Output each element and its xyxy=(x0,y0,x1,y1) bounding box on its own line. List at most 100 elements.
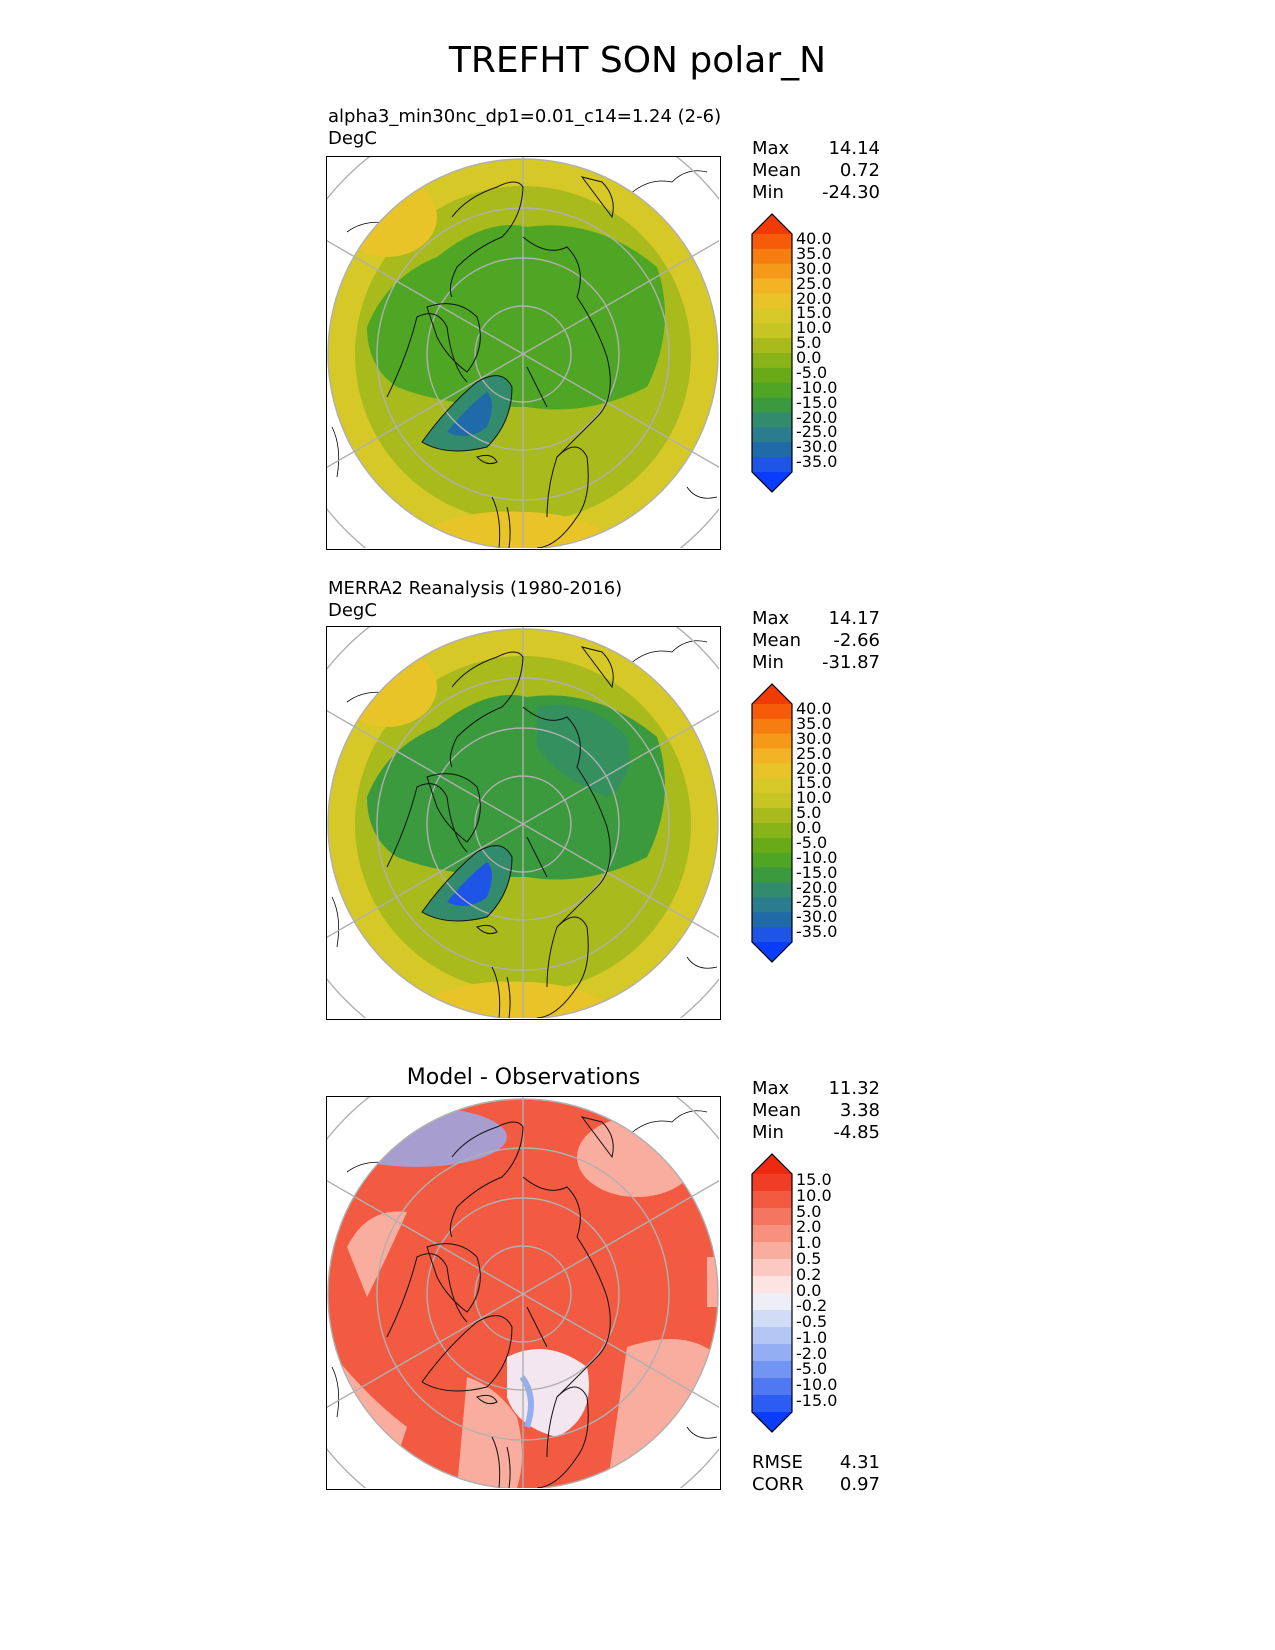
colorbar-tick-label: -30.0 xyxy=(796,437,838,457)
colorbar-segment xyxy=(752,1310,792,1328)
colorbar-segment xyxy=(752,1225,792,1243)
colorbar-tick-label: 25.0 xyxy=(796,743,832,763)
colorbar-tick-label: 0.0 xyxy=(796,348,822,367)
panel-2-case-name: MERRA2 Reanalysis (1980-2016) xyxy=(328,578,623,599)
colorbar-segment xyxy=(752,1293,792,1311)
colorbar-tick-label: -2.0 xyxy=(796,1343,828,1363)
colorbar-tick-label: -25.0 xyxy=(796,892,838,912)
colorbar-tick-label: 40.0 xyxy=(796,229,832,248)
colorbar-top-extension xyxy=(752,1154,792,1174)
panel-3-stats: Max 11.32 Mean 3.38 Min -4.85 xyxy=(752,1078,880,1144)
colorbar-segment xyxy=(752,897,792,913)
colorbar-segment xyxy=(752,397,792,413)
colorbar-tick-label: -1.0 xyxy=(796,1327,828,1347)
colorbar-tick-label: 20.0 xyxy=(796,758,832,778)
colorbar-tick-label: 5.0 xyxy=(796,803,822,823)
colorbar-tick-label: -15.0 xyxy=(796,1391,838,1410)
colorbar-segment xyxy=(752,1276,792,1294)
colorbar-tick-label: 35.0 xyxy=(796,713,832,733)
colorbar-tick-label: 15.0 xyxy=(796,303,832,323)
stat-min: Min -24.30 xyxy=(752,182,880,203)
colorbar-tick-label: -0.5 xyxy=(796,1312,828,1332)
colorbar-segment xyxy=(752,442,792,458)
panel-3-colorbar-labels: 15.0 10.0 5.0 2.0 1.0 0.5 0.2 0.0 -0.2 -0.5 -1.0 -2… xyxy=(796,1172,866,1414)
panel-1-title: alpha3_min30nc_dp1=0.01_c14=1.24 (2-6) D… xyxy=(328,106,721,150)
colorbar-segment xyxy=(752,323,792,339)
colorbar-tick-label: 0.2 xyxy=(796,1264,822,1284)
colorbar-segment xyxy=(752,293,792,309)
colorbar-tick-label: -10.0 xyxy=(796,847,838,867)
colorbar-segment xyxy=(752,823,792,839)
colorbar-segment xyxy=(752,427,792,443)
stat-min: Min -31.87 xyxy=(752,652,880,673)
colorbar-tick-label: 10.0 xyxy=(796,318,832,338)
panel-1-stats: Max 14.14 Mean 0.72 Min -24.30 xyxy=(752,138,880,204)
stat-min: Min -4.85 xyxy=(752,1122,880,1143)
colorbar-segment xyxy=(752,882,792,898)
colorbar-segment xyxy=(752,1242,792,1260)
graticule xyxy=(327,157,720,549)
colorbar-segment xyxy=(752,1361,792,1379)
colorbar-segment xyxy=(752,367,792,384)
panel-1-units: DegC xyxy=(328,128,377,149)
graticule xyxy=(327,627,720,1019)
colorbar-segment xyxy=(752,248,792,265)
colorbar-segment xyxy=(752,457,792,473)
colorbar-segment xyxy=(752,1208,792,1226)
colorbar-tick-label: 2.0 xyxy=(796,1217,822,1237)
colorbar-segment xyxy=(752,382,792,399)
colorbar-tick-label: -20.0 xyxy=(796,877,838,897)
colorbar-segment xyxy=(752,733,792,750)
coastlines xyxy=(386,1116,614,1489)
colorbar-tick-label: 10.0 xyxy=(796,788,832,808)
colorbar-tick-label: 5.0 xyxy=(796,333,822,353)
colorbar-tick-label: -35.0 xyxy=(796,922,838,942)
colorbar-segment xyxy=(752,808,792,824)
panel-1-map-svg xyxy=(327,157,720,549)
stat-max: Max 14.14 xyxy=(752,138,880,159)
panel-1-case-name: alpha3_min30nc_dp1=0.01_c14=1.24 (2-6) xyxy=(328,106,722,127)
stat-mean: Mean 3.38 xyxy=(752,1100,880,1121)
colorbar-tick-label: -35.0 xyxy=(796,452,838,472)
colorbar-tick-label: -10.0 xyxy=(796,377,838,397)
colorbar-tick-label: 25.0 xyxy=(796,273,832,293)
colorbar-outline xyxy=(751,1153,793,1433)
colorbar-segment xyxy=(752,793,792,809)
colorbar-tick-label: -5.0 xyxy=(796,832,828,852)
colorbar-outline xyxy=(751,213,793,493)
colorbar-tick-label: -0.2 xyxy=(796,1296,828,1316)
colorbar-segment xyxy=(752,927,792,943)
colorbar-segment xyxy=(752,763,792,779)
stat-mean: Mean -2.66 xyxy=(752,630,880,651)
panel-2-stats: Max 14.17 Mean -2.66 Min -31.87 xyxy=(752,608,880,674)
colorbar-tick-label: 15.0 xyxy=(796,773,832,793)
colorbar-segment xyxy=(752,867,792,883)
colorbar-segment xyxy=(752,412,792,428)
coastlines xyxy=(386,176,614,549)
colorbar-tick-label: 1.0 xyxy=(796,1233,822,1253)
stat-corr: CORR 0.97 xyxy=(752,1474,880,1495)
colorbar-top-extension xyxy=(752,214,792,234)
colorbar-top-extension xyxy=(752,684,792,704)
colorbar-tick-label: 30.0 xyxy=(796,258,832,278)
colorbar-segment xyxy=(752,837,792,854)
panel-3-title: Model - Observations xyxy=(406,1065,641,1090)
stat-mean: Mean 0.72 xyxy=(752,160,880,181)
colorbar-segment xyxy=(752,1378,792,1396)
colorbar-segment xyxy=(752,1191,792,1209)
colorbar-segment xyxy=(752,278,792,294)
colorbar-tick-label: 40.0 xyxy=(796,699,832,718)
colorbar-bottom-extension xyxy=(752,1412,792,1432)
colorbar-tick-label: 30.0 xyxy=(796,728,832,748)
figure-title: TREFHT SON polar_N xyxy=(448,40,827,81)
colorbar-segment xyxy=(752,263,792,280)
colorbar-segment xyxy=(752,852,792,869)
colorbar-segment xyxy=(752,353,792,369)
colorbar-segment xyxy=(752,1327,792,1345)
colorbar-tick-label: 0.0 xyxy=(796,818,822,837)
panel-2-map-svg xyxy=(327,627,720,1019)
panel-3-map-svg xyxy=(327,1097,720,1489)
panel-1-colorbar-labels: 40.0 35.0 30.0 25.0 20.0 15.0 10.0 5.0 0.0 -5.0 -1… xyxy=(796,229,866,473)
colorbar-segment xyxy=(752,718,792,735)
colorbar-tick-label: -5.0 xyxy=(796,362,828,382)
